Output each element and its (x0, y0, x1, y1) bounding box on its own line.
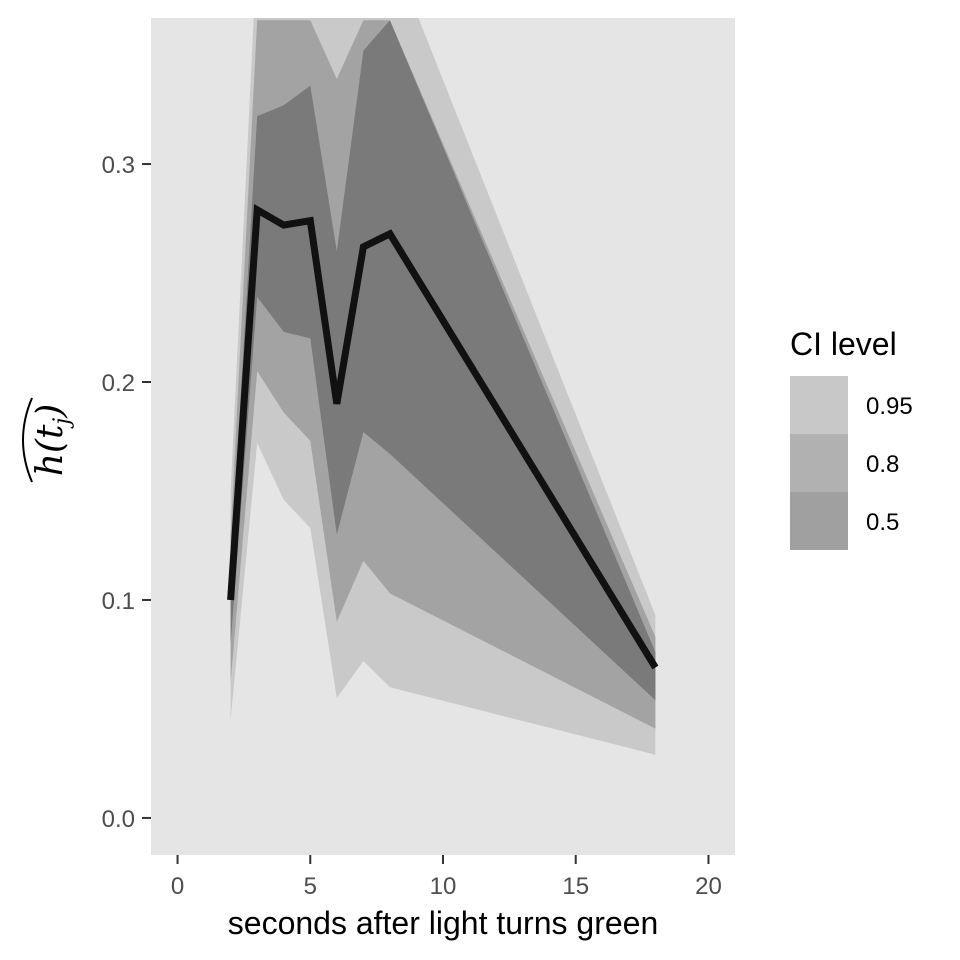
y-tick-label: 0.3 (102, 152, 135, 179)
legend-key-05 (790, 492, 848, 550)
ci-band-05 (230, 20, 656, 701)
x-tick-label: 10 (430, 873, 457, 900)
legend: CI level 0.95 0.8 0.5 (790, 326, 913, 550)
x-tick-label: 20 (695, 873, 722, 900)
y-axis: 0.0 0.1 0.2 0.3 (102, 152, 151, 833)
legend-label-095: 0.95 (866, 393, 913, 420)
y-axis-title-main: h(tj) (30, 404, 75, 477)
y-axis-title: h(tj) (22, 397, 75, 483)
legend-label-05: 0.5 (866, 509, 899, 536)
x-tick-label: 5 (304, 873, 317, 900)
y-tick-label: 0.1 (102, 588, 135, 615)
ci-bands (230, 18, 656, 755)
x-axis-title: seconds after light turns green (228, 905, 658, 941)
x-axis: 0 5 10 15 20 (171, 855, 722, 900)
estimate-line (227, 203, 659, 670)
x-tick-label: 0 (171, 873, 184, 900)
legend-key-08 (790, 434, 848, 492)
y-tick-label: 0.2 (102, 370, 135, 397)
legend-title: CI level (790, 326, 897, 362)
x-tick-label: 15 (562, 873, 589, 900)
legend-label-08: 0.8 (866, 451, 899, 478)
legend-key-095 (790, 376, 848, 434)
y-axis-title-hat (22, 397, 33, 483)
estimate-line-layer (227, 203, 659, 670)
y-tick-label: 0.0 (102, 806, 135, 833)
